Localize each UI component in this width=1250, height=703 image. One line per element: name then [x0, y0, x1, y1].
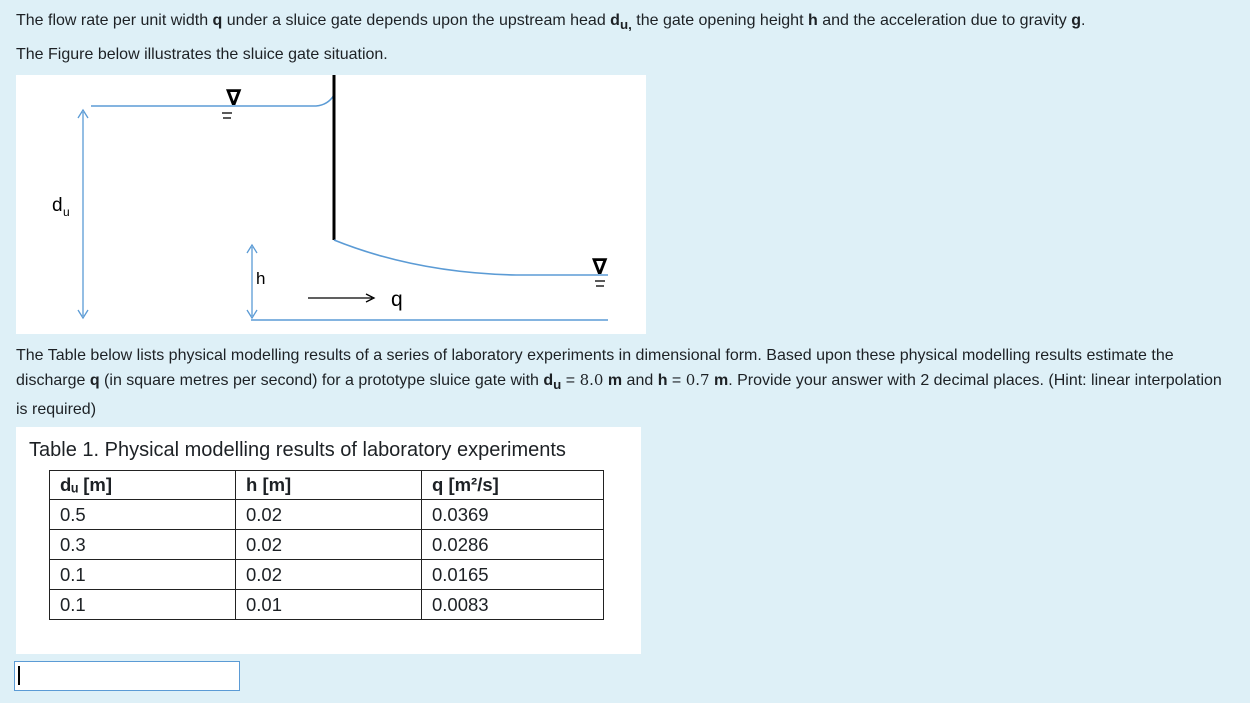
results-table-panel: Table 1. Physical modelling results of l… — [16, 427, 641, 654]
symbol-q: q — [212, 12, 223, 29]
table-header-row: dᵤ [m] h [m] q [m²/s] — [49, 470, 604, 500]
cell-h: 0.02 — [235, 559, 422, 590]
intro-text: The flow rate per unit width q under a s… — [16, 8, 1085, 37]
table-row: 0.3 0.02 0.0286 — [49, 529, 604, 560]
sluice-gate-figure: ∇ ∇ d u h q — [16, 75, 646, 334]
label-h: h — [256, 269, 265, 288]
intro-part: . — [1081, 12, 1086, 29]
h-unit: m — [709, 372, 729, 389]
cell-h: 0.02 — [235, 499, 422, 530]
du-unit: m — [603, 372, 623, 389]
cell-du: 0.1 — [49, 589, 236, 620]
label-du: d — [52, 195, 63, 216]
sluice-gate-diagram: ∇ ∇ d u h q — [52, 75, 608, 321]
du-value: 8.0 — [579, 371, 604, 389]
intro-part: the gate opening height — [631, 12, 808, 29]
h-value: 0.7 — [685, 371, 710, 389]
text-cursor — [18, 666, 20, 685]
intro-part: and the acceleration due to gravity — [817, 12, 1072, 29]
cell-h: 0.01 — [235, 589, 422, 620]
label-du-subscript: u — [63, 205, 70, 219]
label-q: q — [391, 288, 403, 311]
table-caption: Table 1. Physical modelling results of l… — [29, 439, 566, 461]
upstream-water-surface — [91, 94, 335, 107]
symbol-g: g — [1071, 12, 1082, 29]
task-part: . Provide your answer with 2 decimal pla… — [16, 372, 1222, 419]
header-h: h [m] — [235, 470, 422, 500]
symbol-du: du, — [610, 12, 632, 33]
table-row: 0.5 0.02 0.0369 — [49, 499, 604, 530]
symbol-h: h — [807, 12, 818, 29]
cell-du: 0.5 — [49, 499, 236, 530]
intro-part: under a sluice gate depends upon the ups… — [222, 12, 611, 29]
upstream-water-level-icon: ∇ — [226, 86, 242, 111]
table-row: 0.1 0.01 0.0083 — [49, 589, 604, 620]
symbol-h: h — [657, 372, 668, 389]
answer-input[interactable] — [14, 661, 240, 691]
task-part: (in square metres per second) for a prot… — [99, 372, 544, 389]
symbol-du: du — [543, 372, 562, 393]
figure-intro-text: The Figure below illustrates the sluice … — [16, 46, 388, 63]
cell-q: 0.0083 — [421, 589, 604, 620]
table-row: 0.1 0.02 0.0165 — [49, 559, 604, 590]
header-du: dᵤ [m] — [49, 470, 236, 500]
cell-h: 0.02 — [235, 529, 422, 560]
cell-du: 0.3 — [49, 529, 236, 560]
cell-q: 0.0369 — [421, 499, 604, 530]
cell-q: 0.0286 — [421, 529, 604, 560]
intro-part: The flow rate per unit width — [16, 12, 213, 29]
downstream-water-surface — [333, 239, 608, 276]
cell-du: 0.1 — [49, 559, 236, 590]
task-text: The Table below lists physical modelling… — [16, 347, 1222, 419]
results-table: dᵤ [m] h [m] q [m²/s] 0.5 0.02 0.0369 0.… — [49, 470, 604, 620]
cell-q: 0.0165 — [421, 559, 604, 590]
task-part: The Table below lists physical modelling… — [16, 347, 1174, 389]
symbol-q: q — [89, 372, 100, 389]
header-q: q [m²/s] — [421, 470, 604, 500]
downstream-water-level-icon: ∇ — [592, 255, 608, 280]
